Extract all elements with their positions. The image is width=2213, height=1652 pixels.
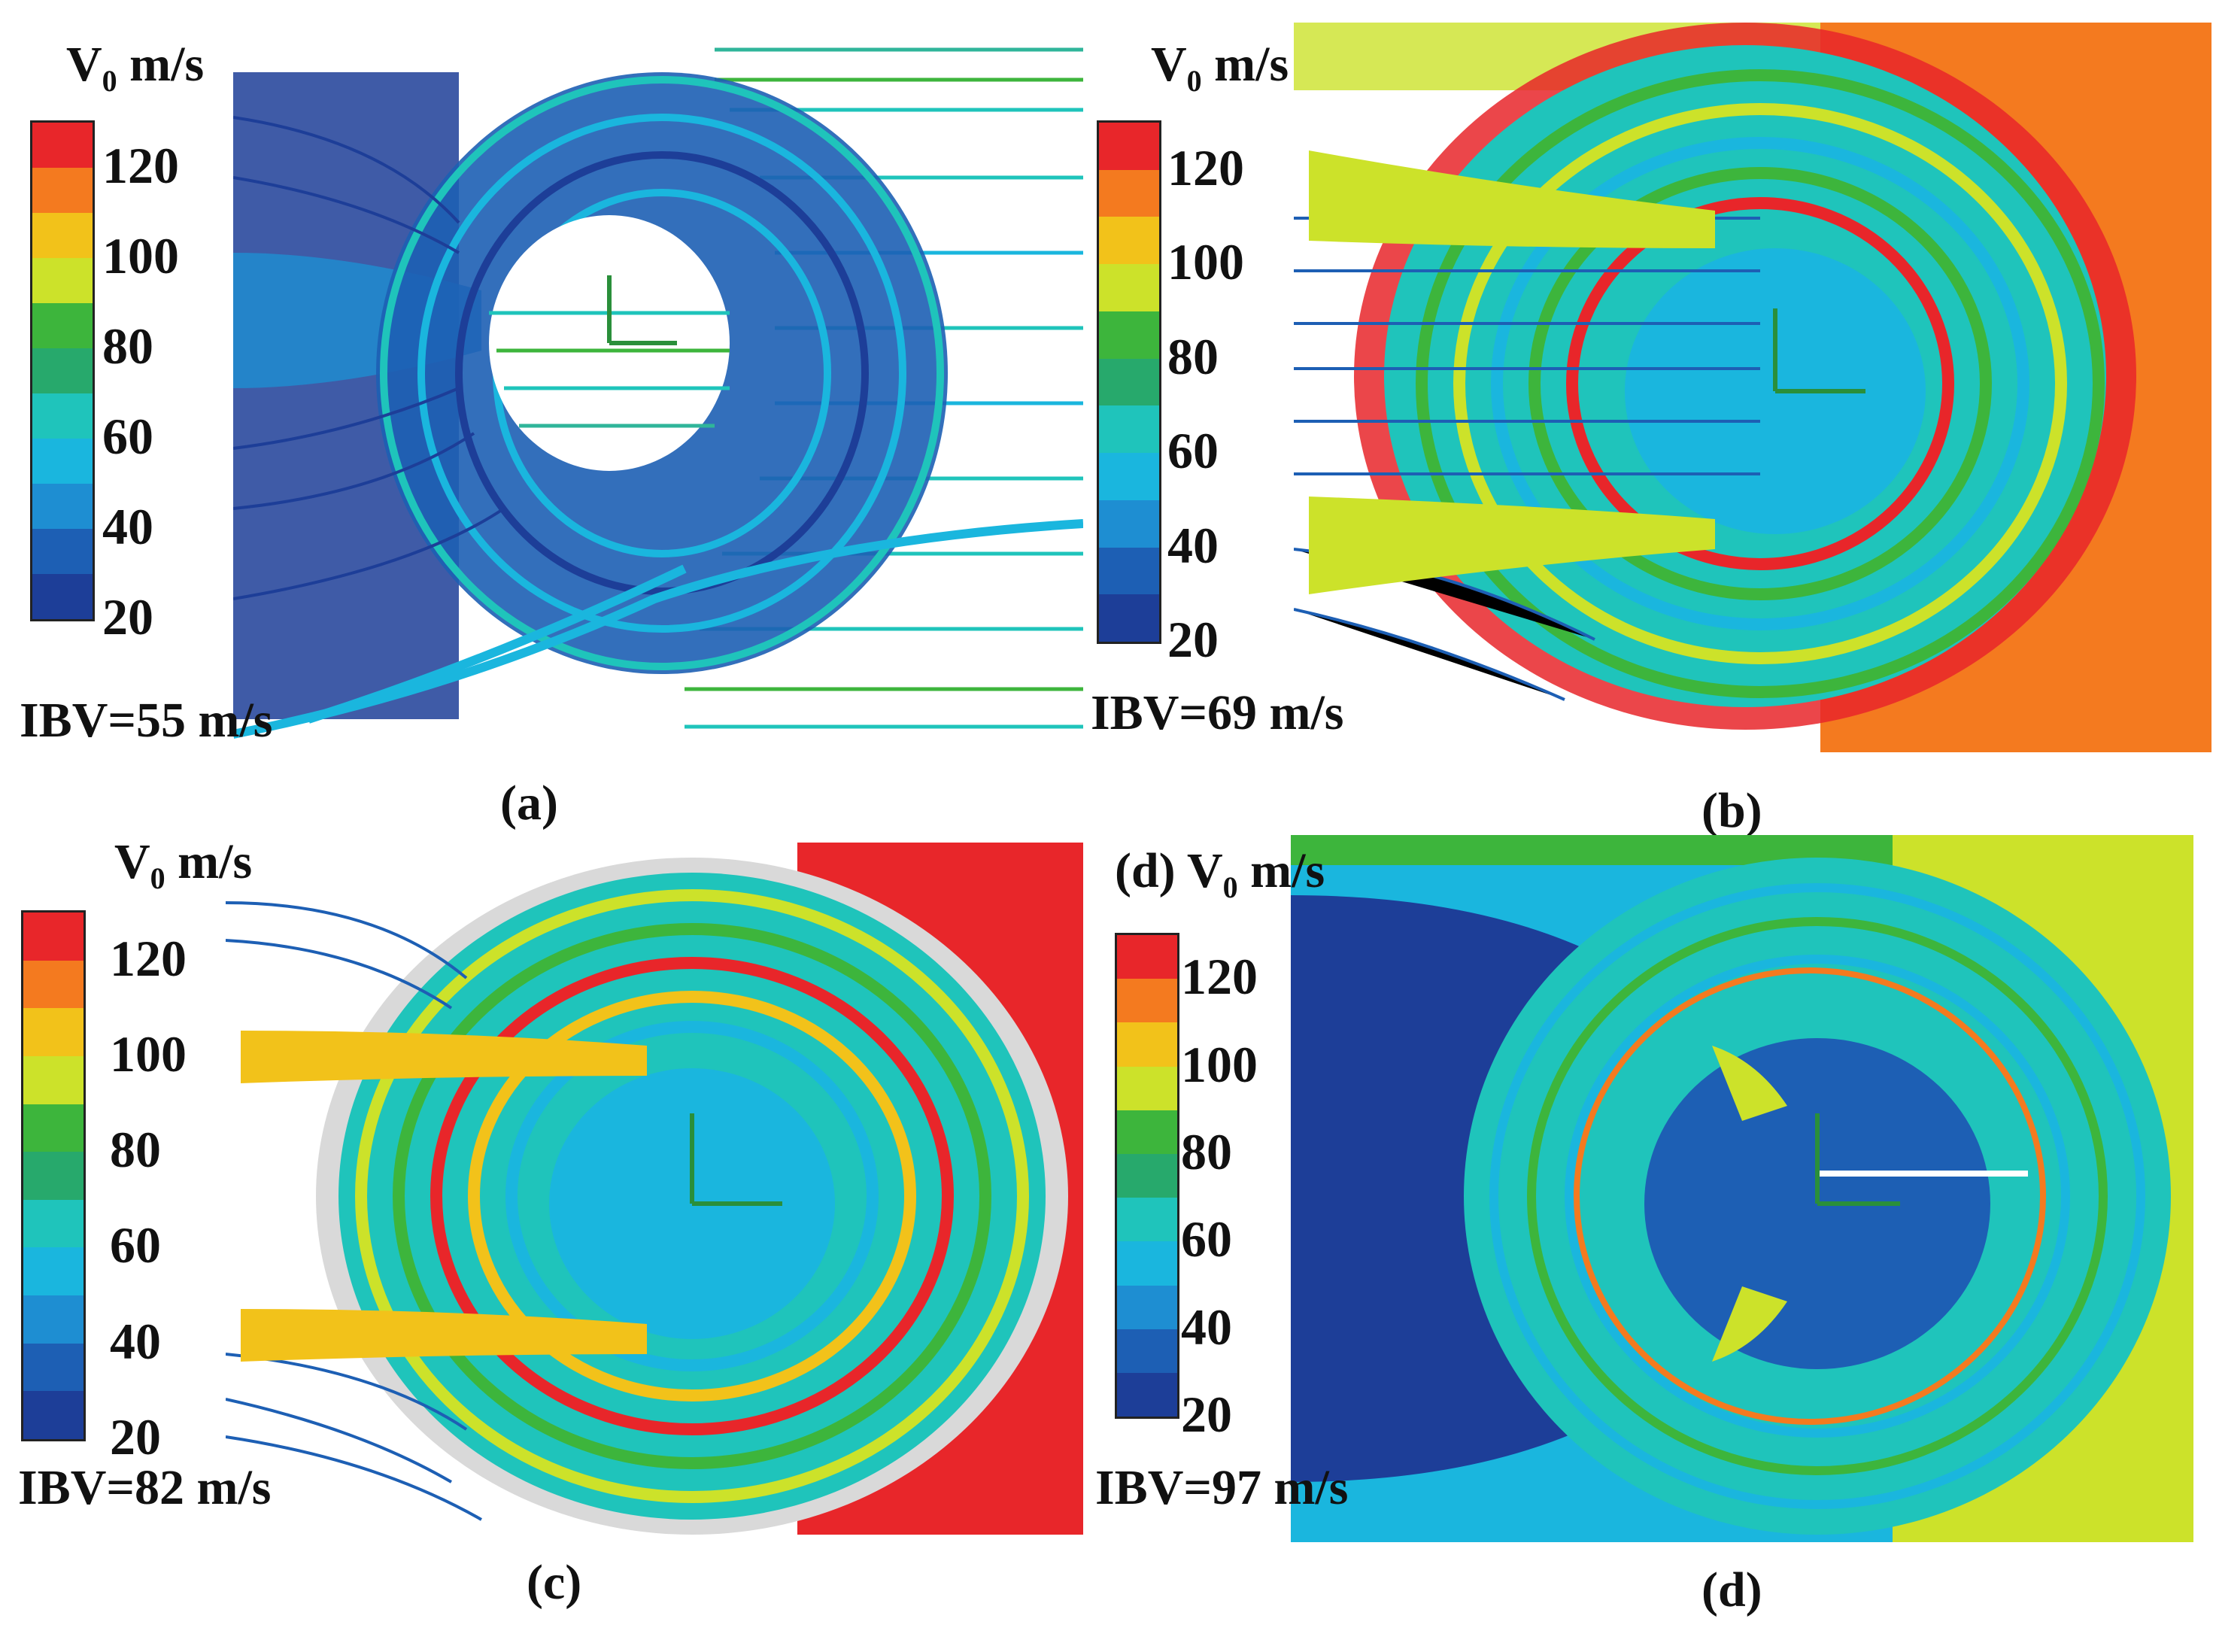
colorbar-tick-label: 60 [102, 408, 153, 465]
colorbar-segment [1099, 217, 1159, 265]
colorbar-tick-label: 40 [110, 1312, 161, 1370]
colorbar-segment [32, 529, 93, 574]
colorbar-segment [1099, 453, 1159, 500]
flow-field-image-b [1294, 23, 2211, 752]
colorbar-segment [1117, 1329, 1177, 1373]
colorbar-segment [32, 168, 93, 213]
flow-field-image-a [233, 27, 1083, 749]
colorbar-tick-label: 40 [102, 498, 153, 555]
colorbar-segment [32, 574, 93, 619]
ibv-label-a: IBV=55 m/s [20, 693, 273, 748]
colorbar-segment [23, 1247, 83, 1296]
colorbar-segment [1117, 1022, 1177, 1067]
colorbar-tick-label: 120 [102, 137, 179, 194]
colorbar-tick-label: 80 [102, 317, 153, 375]
colorbar-tick-label: 100 [1181, 1035, 1258, 1093]
colorbar-title-b: V0 m/s [1151, 37, 1289, 99]
colorbar-tick-label: 20 [1167, 611, 1219, 668]
colorbar-segment [32, 258, 93, 303]
colorbar-segment [32, 123, 93, 168]
ibv-label-d: IBV=97 m/s [1095, 1460, 1349, 1515]
colorbar-tick-label: 120 [1167, 138, 1244, 196]
colorbar-tick-label: 60 [110, 1216, 161, 1274]
colorbar-segment [1117, 1198, 1177, 1242]
colorbar-segment [23, 1104, 83, 1152]
colorbar-segment [32, 484, 93, 529]
colorbar-segment [23, 1391, 83, 1440]
colorbar-tick-label: 40 [1167, 516, 1219, 574]
ibv-label-b: IBV=69 m/s [1091, 685, 1344, 740]
colorbar-tick-label: 20 [102, 588, 153, 645]
colorbar-segment [1099, 594, 1159, 642]
colorbar-tick-label: 100 [102, 227, 179, 284]
colorbar-tick-label: 80 [110, 1121, 161, 1179]
colorbar-title-c: V0 m/s [114, 834, 253, 896]
colorbar-tick-label: 100 [1167, 233, 1244, 291]
colorbar-b [1097, 120, 1161, 644]
caption-b: (b) [1701, 783, 1762, 838]
colorbar-segment [23, 1295, 83, 1344]
colorbar-segment [23, 1008, 83, 1056]
colorbar-tick-label: 40 [1181, 1298, 1232, 1356]
colorbar-segment [32, 439, 93, 484]
caption-d: (d) [1701, 1562, 1762, 1617]
colorbar-tick-label: 80 [1167, 327, 1219, 385]
colorbar-segment [1099, 547, 1159, 595]
colorbar-segment [1099, 123, 1159, 170]
colorbar-tick-label: 120 [1181, 948, 1258, 1006]
colorbar-segment [1099, 500, 1159, 548]
colorbar-segment [23, 960, 83, 1009]
colorbar-segment [32, 213, 93, 258]
colorbar-tick-label: 60 [1167, 422, 1219, 480]
colorbar-title-a: V0 m/s [66, 37, 205, 99]
caption-c: (c) [527, 1555, 582, 1610]
colorbar-segment [1117, 1241, 1177, 1286]
flow-field-image-c [226, 843, 1083, 1535]
colorbar-title-d: (d) V0 m/s [1115, 843, 1325, 905]
colorbar-tick-label: 80 [1181, 1122, 1232, 1180]
colorbar-segment [32, 393, 93, 439]
colorbar-segment [1099, 264, 1159, 311]
caption-a: (a) [500, 776, 558, 831]
colorbar-segment [1099, 358, 1159, 406]
colorbar-segment [32, 303, 93, 348]
colorbar-segment [1099, 311, 1159, 359]
colorbar-segment [1117, 935, 1177, 979]
colorbar-segment [1117, 1153, 1177, 1198]
colorbar-segment [23, 1199, 83, 1248]
colorbar-c [21, 910, 86, 1441]
colorbar-segment [23, 1343, 83, 1392]
colorbar-segment [1099, 405, 1159, 454]
colorbar-tick-label: 120 [110, 929, 187, 987]
ibv-label-c: IBV=82 m/s [18, 1460, 272, 1515]
colorbar-tick-label: 20 [1181, 1386, 1232, 1443]
colorbar-segment [23, 1152, 83, 1200]
colorbar-tick-label: 20 [110, 1408, 161, 1465]
colorbar-segment [1117, 1110, 1177, 1154]
colorbar-segment [23, 913, 83, 961]
flow-field-image-d [1291, 835, 2193, 1542]
colorbar-d [1115, 933, 1179, 1419]
colorbar-segment [1099, 169, 1159, 217]
colorbar-tick-label: 60 [1181, 1210, 1232, 1268]
colorbar-tick-label: 100 [110, 1025, 187, 1083]
colorbar-segment [23, 1055, 83, 1104]
colorbar-segment [32, 348, 93, 393]
colorbar-segment [1117, 979, 1177, 1023]
colorbar-segment [1117, 1372, 1177, 1417]
colorbar-segment [1117, 1066, 1177, 1110]
colorbar-a [30, 120, 95, 621]
colorbar-segment [1117, 1285, 1177, 1329]
